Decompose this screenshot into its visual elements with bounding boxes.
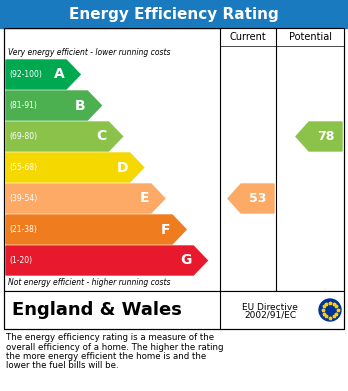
- Text: Potential: Potential: [288, 32, 332, 42]
- Text: F: F: [161, 222, 170, 237]
- Text: The energy efficiency rating is a measure of the: The energy efficiency rating is a measur…: [6, 333, 214, 342]
- Text: (55-68): (55-68): [9, 163, 37, 172]
- Bar: [4, 28, 344, 291]
- Text: EU Directive: EU Directive: [242, 303, 298, 312]
- Text: C: C: [96, 129, 106, 143]
- Text: E: E: [140, 192, 149, 206]
- Polygon shape: [6, 122, 122, 151]
- Bar: [276, 28, 344, 46]
- Circle shape: [319, 299, 341, 321]
- Text: (92-100): (92-100): [9, 70, 42, 79]
- Polygon shape: [6, 60, 80, 89]
- Polygon shape: [228, 184, 274, 213]
- Polygon shape: [6, 184, 165, 213]
- Text: Very energy efficient - lower running costs: Very energy efficient - lower running co…: [8, 48, 171, 57]
- Text: Not energy efficient - higher running costs: Not energy efficient - higher running co…: [8, 278, 171, 287]
- Text: B: B: [75, 99, 85, 113]
- Text: 78: 78: [317, 130, 334, 143]
- Text: 2002/91/EC: 2002/91/EC: [244, 310, 296, 319]
- Bar: [0, 0, 348, 28]
- Text: (69-80): (69-80): [9, 132, 37, 141]
- Polygon shape: [6, 246, 207, 275]
- Text: the more energy efficient the home is and the: the more energy efficient the home is an…: [6, 352, 206, 361]
- Polygon shape: [6, 215, 186, 244]
- Text: (21-38): (21-38): [9, 225, 37, 234]
- Text: Energy Efficiency Rating: Energy Efficiency Rating: [69, 7, 279, 22]
- Text: D: D: [116, 160, 128, 174]
- Text: lower the fuel bills will be.: lower the fuel bills will be.: [6, 362, 119, 371]
- Text: overall efficiency of a home. The higher the rating: overall efficiency of a home. The higher…: [6, 343, 223, 352]
- Polygon shape: [296, 122, 342, 151]
- Text: (39-54): (39-54): [9, 194, 37, 203]
- Text: 53: 53: [249, 192, 266, 205]
- Bar: [220, 28, 276, 46]
- Text: G: G: [180, 253, 191, 267]
- Bar: [4, 291, 344, 329]
- Text: A: A: [54, 68, 64, 81]
- Polygon shape: [6, 153, 144, 182]
- Polygon shape: [6, 91, 101, 120]
- Text: (1-20): (1-20): [9, 256, 32, 265]
- Text: England & Wales: England & Wales: [12, 301, 182, 319]
- Text: (81-91): (81-91): [9, 101, 37, 110]
- Text: Current: Current: [230, 32, 266, 42]
- Bar: [4, 28, 344, 329]
